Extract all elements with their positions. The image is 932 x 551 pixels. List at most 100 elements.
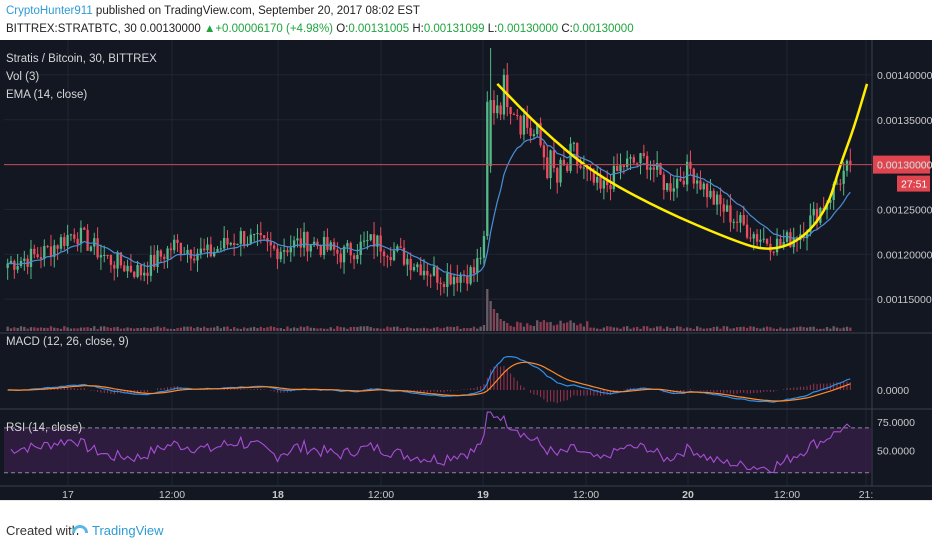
volume-bar xyxy=(509,325,512,331)
candle-body xyxy=(566,165,569,171)
volume-bar xyxy=(526,323,529,331)
rsi-label: RSI (14, close) xyxy=(6,422,82,434)
candle-body xyxy=(356,254,359,260)
price-tick-label: 0.00115000 xyxy=(877,294,932,306)
candle-body xyxy=(506,74,509,108)
candle-body xyxy=(812,208,815,216)
volume-bar xyxy=(33,327,36,331)
high-label: H: xyxy=(412,23,424,35)
candle-body xyxy=(166,248,169,260)
volume-bar xyxy=(672,328,675,331)
volume-bar xyxy=(179,327,183,331)
volume-bar xyxy=(609,326,612,331)
candle-body xyxy=(306,231,309,252)
candle-body xyxy=(49,246,53,257)
volume-bar xyxy=(406,327,409,331)
candle-body xyxy=(286,250,289,253)
volume-bar xyxy=(705,328,709,331)
volume-bar xyxy=(89,328,93,331)
candle-body xyxy=(63,237,66,246)
volume-bar xyxy=(849,327,852,331)
volume-bar xyxy=(169,328,173,331)
candle-body xyxy=(602,180,606,189)
volume-bar xyxy=(46,327,49,331)
candle-body xyxy=(389,257,392,261)
tradingview-brand-link[interactable]: TradingView xyxy=(92,523,164,538)
volume-bar xyxy=(462,327,466,331)
volume-bar xyxy=(529,325,532,331)
candle-body xyxy=(406,258,409,265)
volume-bar xyxy=(572,322,576,331)
time-tick-label: 12:00 xyxy=(159,489,185,500)
candle-body xyxy=(556,168,559,183)
volume-bar xyxy=(189,326,193,331)
candle-body xyxy=(842,170,845,184)
candle-body xyxy=(156,250,159,268)
rsi-line xyxy=(10,411,851,474)
volume-bar xyxy=(422,327,426,331)
candle-body xyxy=(229,243,232,245)
price-chart[interactable]: 0.00130000 27:51 0.0000 75.0000 50.0000 0.… xyxy=(0,40,932,500)
volume-bar xyxy=(805,327,809,331)
candlestick-series[interactable] xyxy=(6,48,852,297)
volume-bar xyxy=(769,327,772,331)
volume-bar xyxy=(369,327,372,331)
volume-bar xyxy=(472,326,476,331)
candle-body xyxy=(732,221,735,223)
volume-bar xyxy=(203,326,206,331)
candle-body xyxy=(612,165,616,190)
volume-bar xyxy=(692,328,695,331)
candle-body xyxy=(652,167,655,170)
volume-bar xyxy=(665,326,669,331)
candle-body xyxy=(53,245,56,257)
candle-body xyxy=(9,261,13,264)
candle-body xyxy=(213,252,216,257)
volume-bar xyxy=(206,327,209,331)
candle-body xyxy=(749,237,752,239)
rsi-band xyxy=(4,427,872,473)
volume-bar xyxy=(759,328,762,331)
volume-bar xyxy=(729,328,732,331)
volume-bar xyxy=(229,328,232,331)
candle-body xyxy=(775,238,779,253)
candle-body xyxy=(659,163,662,175)
candle-body xyxy=(735,221,739,223)
ema-indicator-label: EMA (14, close) xyxy=(6,89,87,101)
volume-bar xyxy=(296,328,299,331)
volume-bar xyxy=(96,328,99,331)
candle-body xyxy=(805,232,809,239)
volume-bar xyxy=(69,328,73,331)
volume-bar xyxy=(106,327,109,331)
candle-body xyxy=(302,231,306,248)
candle-body xyxy=(179,242,183,255)
volume-bar xyxy=(562,323,566,331)
author-link[interactable]: CryptoHunter911 xyxy=(6,5,93,17)
volume-bar xyxy=(752,326,755,331)
volume-bar xyxy=(306,326,309,331)
candle-body xyxy=(216,248,219,253)
tradingview-logo-icon[interactable] xyxy=(70,521,90,539)
volume-bar xyxy=(153,327,156,331)
candle-body xyxy=(269,241,272,246)
candle-body xyxy=(845,160,849,171)
volume-bar xyxy=(346,328,349,331)
volume-bar xyxy=(542,320,546,331)
volume-bar xyxy=(616,327,619,331)
volume-bar xyxy=(799,326,802,331)
candle-body xyxy=(432,266,436,276)
volume-bar xyxy=(396,326,399,331)
candle-body xyxy=(203,248,206,251)
volume-bar xyxy=(496,313,499,331)
candle-body xyxy=(239,231,242,244)
candle-body xyxy=(119,252,123,266)
candle-body xyxy=(199,248,203,254)
candle-body xyxy=(16,266,19,270)
candle-body xyxy=(329,242,332,250)
candle-body xyxy=(632,157,636,163)
volume-bar xyxy=(139,328,143,331)
candle-body xyxy=(289,247,292,253)
volume-bar xyxy=(386,326,389,331)
volume-bar xyxy=(685,327,689,331)
candle-body xyxy=(196,253,199,261)
volume-bar xyxy=(429,328,432,331)
